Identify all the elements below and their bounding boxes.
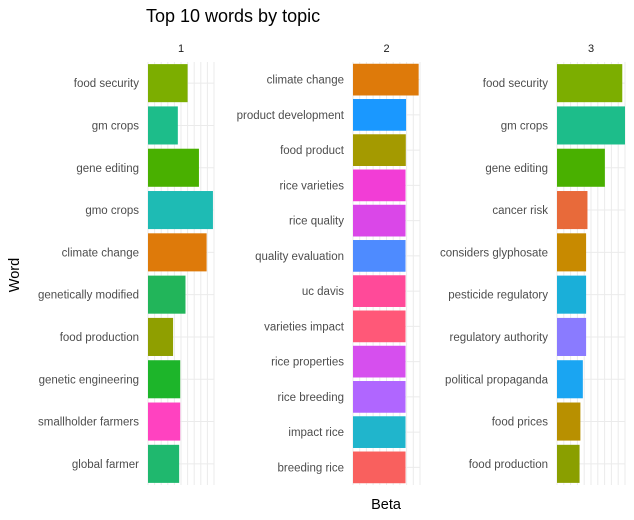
category-label: food production [60, 332, 139, 344]
category-label: food security [483, 78, 548, 90]
facets-layer: 1 food security gm crops gene editing gmo cr… [38, 43, 626, 485]
category-label: rice quality [289, 216, 344, 228]
bar [557, 191, 588, 230]
facet-strip-label: 1 [178, 43, 184, 55]
y-axis-title: Word [7, 258, 23, 292]
category-label: global farmer [72, 459, 139, 471]
bar [148, 64, 188, 103]
bar [557, 233, 587, 272]
bar [557, 275, 587, 314]
bar [353, 99, 407, 131]
bar [353, 381, 406, 413]
bar [148, 402, 181, 441]
facet-panel-3: 3 food security gm crops gene editing cancer… [440, 43, 626, 485]
facet-strip-label: 2 [383, 43, 389, 55]
bar [557, 148, 605, 187]
bar [353, 345, 406, 378]
category-label: breeding rice [278, 462, 344, 474]
category-label: rice varieties [279, 180, 344, 192]
bar [353, 63, 419, 96]
category-label: genetically modified [38, 290, 139, 302]
bar [557, 402, 581, 441]
category-label: rice breeding [278, 392, 344, 404]
category-label: gm crops [92, 120, 140, 132]
bar [148, 191, 213, 230]
bar [148, 317, 174, 356]
category-label: cancer risk [492, 205, 548, 217]
category-label: regulatory authority [450, 332, 549, 344]
category-label: quality evaluation [255, 251, 344, 263]
bar [148, 444, 180, 483]
category-label: food security [74, 78, 139, 90]
bar [353, 416, 406, 448]
category-label: varieties impact [264, 321, 345, 333]
bar [557, 64, 623, 103]
category-label: smallholder farmers [38, 417, 139, 429]
bar [557, 360, 583, 399]
category-label: genetic engineering [39, 374, 139, 386]
bar [557, 317, 587, 356]
category-label: uc davis [302, 286, 344, 298]
facet-strip-label: 3 [588, 43, 594, 55]
bar [557, 106, 625, 145]
bar [557, 444, 580, 483]
category-label: considers glyphosate [440, 247, 548, 259]
bar [148, 233, 207, 272]
bar [353, 240, 406, 272]
category-label: climate change [267, 75, 344, 87]
bar [148, 148, 199, 187]
chart-title: Top 10 words by topic [146, 6, 320, 26]
bar [353, 169, 406, 202]
category-label: food prices [492, 417, 549, 429]
category-label: rice properties [271, 357, 344, 369]
category-label: climate change [62, 247, 139, 259]
x-axis-title: Beta [371, 497, 402, 513]
facet-panel-1: 1 food security gm crops gene editing gmo cr… [38, 43, 215, 485]
bar [148, 106, 178, 145]
bar [353, 310, 406, 343]
category-label: political propaganda [445, 374, 549, 386]
category-label: gm crops [501, 120, 549, 132]
facet-panel-2: 2 climate change product development food p… [237, 43, 421, 485]
category-label: gene editing [485, 163, 548, 175]
bar [353, 134, 406, 166]
category-label: gene editing [76, 163, 139, 175]
category-label: food product [280, 145, 345, 157]
category-label: pesticide regulatory [448, 290, 548, 302]
category-label: product development [237, 110, 345, 122]
bar [353, 451, 406, 484]
category-label: food production [469, 459, 548, 471]
category-label: gmo crops [85, 205, 139, 217]
category-label: impact rice [288, 427, 344, 439]
bar [353, 275, 406, 307]
bar [148, 360, 181, 399]
bar [148, 275, 186, 314]
bar [353, 204, 406, 237]
